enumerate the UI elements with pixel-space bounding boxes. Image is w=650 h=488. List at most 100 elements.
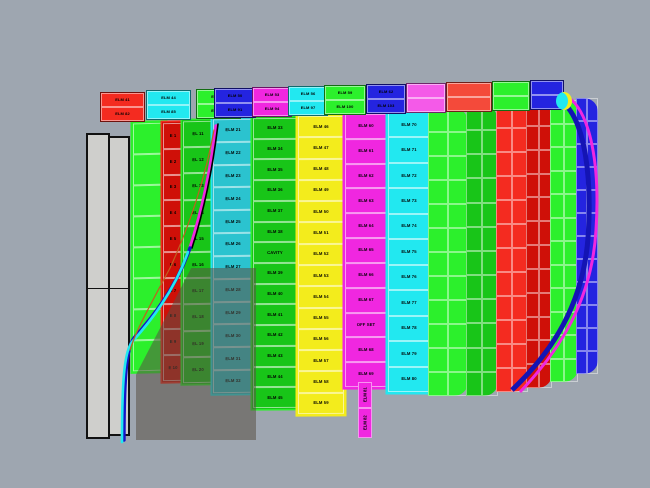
mesh-cell[interactable]: EL 15 bbox=[183, 225, 213, 253]
mesh-cell[interactable] bbox=[133, 153, 165, 186]
mesh-cell[interactable]: E 1 bbox=[163, 122, 183, 149]
mesh-cell[interactable]: E 3 bbox=[163, 174, 183, 201]
tab-02[interactable]: ELM 44 ELM 85 bbox=[146, 90, 191, 120]
panel-blue-a[interactable] bbox=[576, 98, 598, 374]
mesh-cell[interactable]: E 2 bbox=[163, 148, 183, 175]
mesh-cell[interactable]: ELM 35 bbox=[253, 159, 297, 181]
mesh-cell[interactable]: EL 12 bbox=[183, 146, 213, 174]
mesh-cell[interactable]: ELM 52 bbox=[298, 243, 344, 266]
mesh-cell[interactable]: ELM 37 bbox=[253, 200, 297, 222]
tab-label[interactable]: ELM 44 bbox=[147, 91, 190, 105]
mesh-cell[interactable]: E 5 bbox=[163, 226, 183, 253]
mesh-cell[interactable]: OFF SET bbox=[345, 312, 387, 338]
mesh-cell[interactable]: EL 13 bbox=[183, 173, 213, 200]
tab-label[interactable]: ELM 97 bbox=[289, 101, 327, 115]
mesh-cell[interactable]: ELM 63 bbox=[345, 188, 387, 214]
mesh-cell[interactable]: ELM 71 bbox=[388, 137, 430, 163]
mesh-cell[interactable]: ELM 49 bbox=[298, 179, 344, 202]
mesh-cell[interactable]: ELM 61 bbox=[345, 138, 387, 164]
mesh-cell[interactable] bbox=[133, 122, 165, 155]
mesh-cell[interactable]: ELM 51 bbox=[298, 222, 344, 244]
mesh-cell[interactable]: ELM 74 bbox=[388, 213, 430, 240]
mesh-cell[interactable]: ELM 67 bbox=[345, 287, 387, 313]
mesh-cell[interactable] bbox=[133, 246, 165, 279]
mesh-cell[interactable]: ELM 47 bbox=[298, 137, 344, 159]
tab-04[interactable]: ELM 50 ELM 91 bbox=[214, 88, 256, 118]
mesh-cell[interactable]: ELM 39 bbox=[253, 262, 297, 284]
mesh-cell[interactable]: ELM 62 bbox=[345, 163, 387, 189]
tab-label[interactable]: ELM 91 bbox=[215, 103, 255, 117]
mesh-cell[interactable]: CAVITY bbox=[253, 242, 297, 264]
mesh-cell[interactable]: ELM 43 bbox=[253, 345, 297, 367]
tab-label[interactable]: ELM 100 bbox=[325, 100, 365, 114]
mesh-cell[interactable]: ELM 38 bbox=[253, 221, 297, 243]
mesh-cell[interactable]: EL 14 bbox=[183, 199, 213, 227]
mesh-cell[interactable]: ELM 21 bbox=[213, 118, 253, 143]
mesh-cell[interactable]: EL 11 bbox=[183, 120, 213, 148]
mesh-cell[interactable] bbox=[133, 215, 165, 248]
mesh-cell[interactable]: ELM 76 bbox=[388, 264, 430, 291]
mesh-cell[interactable]: E 6 bbox=[163, 251, 183, 278]
mesh-cell[interactable]: ELM 34 bbox=[253, 138, 297, 160]
mesh-cell[interactable]: ELM 40 bbox=[253, 283, 297, 305]
mesh-cell[interactable]: ELM 23 bbox=[213, 164, 253, 188]
mesh-cell[interactable]: ELM 64 bbox=[345, 213, 387, 239]
mesh-cell[interactable]: ELM 24 bbox=[213, 187, 253, 211]
tab-01[interactable]: ELM 41 ELM 82 bbox=[100, 92, 145, 122]
tab-label[interactable] bbox=[407, 84, 445, 98]
tab-08[interactable]: ELM 62 ELM 103 bbox=[366, 84, 406, 114]
mesh-cell[interactable]: ELM 72 bbox=[388, 162, 430, 189]
mesh-cell[interactable]: ELM 78 bbox=[388, 315, 430, 342]
tab-09[interactable] bbox=[406, 83, 446, 113]
tab-label[interactable] bbox=[447, 83, 491, 97]
mesh-cell[interactable]: ELM 79 bbox=[388, 341, 430, 367]
mesh-cell[interactable]: ELM 45 bbox=[253, 387, 297, 409]
band-yellow-1[interactable]: ELM 46 ELM 47 ELM 48 ELM 49 ELM 50 ELM 51 ELM … bbox=[297, 114, 345, 416]
mesh-cell[interactable]: ELM 36 bbox=[253, 180, 297, 202]
mesh-cell[interactable]: ELM 68 bbox=[345, 337, 387, 363]
panel-red-b[interactable] bbox=[526, 102, 552, 388]
tab-10[interactable] bbox=[446, 82, 492, 112]
mesh-cell[interactable]: ELM 73 bbox=[388, 188, 430, 214]
mesh-cell[interactable]: ELM 80 bbox=[388, 366, 430, 393]
tab-label[interactable] bbox=[493, 96, 529, 110]
panel-green-b[interactable] bbox=[466, 106, 498, 396]
tab-label[interactable]: ELM 41 bbox=[101, 93, 144, 107]
mesh-cell[interactable]: ELM 46 bbox=[298, 115, 344, 138]
mesh-cell[interactable]: ELM 77 bbox=[388, 290, 430, 316]
mesh-cell[interactable]: ELM 53 bbox=[298, 264, 344, 287]
tab-label[interactable]: ELM 56 bbox=[289, 87, 327, 101]
mesh-cell[interactable] bbox=[133, 184, 165, 217]
mesh-cell[interactable]: ELM 65 bbox=[345, 237, 387, 263]
mesh-cell[interactable]: E 4 bbox=[163, 200, 183, 227]
mesh-cell[interactable]: ELM 42 bbox=[253, 325, 297, 347]
mesh-cell[interactable]: ELM 26 bbox=[213, 232, 253, 257]
mesh-cell[interactable]: ELM 41 bbox=[253, 304, 297, 326]
tab-label[interactable]: ELM 62 bbox=[367, 85, 405, 99]
tab-06[interactable]: ELM 56 ELM 97 bbox=[288, 86, 328, 116]
mesh-cell[interactable]: ELM 50 bbox=[298, 201, 344, 223]
mesh-cell[interactable]: ELM 22 bbox=[213, 141, 253, 165]
mesh-cell[interactable]: ELM 55 bbox=[298, 307, 344, 329]
mesh-cell[interactable]: ELM 25 bbox=[213, 210, 253, 234]
panel-green-a[interactable] bbox=[428, 108, 468, 396]
tab-label[interactable]: ELM 59 bbox=[325, 86, 365, 100]
mesh-cell[interactable]: ELM 56 bbox=[298, 328, 344, 351]
mesh-cell[interactable]: ELM 66 bbox=[345, 262, 387, 288]
tab-label[interactable] bbox=[407, 98, 445, 112]
tab-label[interactable]: ELM 94 bbox=[253, 102, 291, 116]
mesh-cell[interactable]: ELM 75 bbox=[388, 239, 430, 265]
mesh-cell[interactable]: ELM 33 bbox=[253, 117, 297, 139]
mesh-cell[interactable]: ELM 57 bbox=[298, 349, 344, 372]
tab-11[interactable] bbox=[492, 81, 530, 111]
band-magenta-1[interactable]: ELM 60 ELM 61 ELM 62 ELM 63 ELM 64 ELM 65 ELM … bbox=[344, 112, 388, 389]
tab-05[interactable]: ELM 53 ELM 94 bbox=[252, 87, 292, 117]
panel-red-a[interactable] bbox=[496, 104, 528, 392]
tab-label[interactable]: ELM 103 bbox=[367, 99, 405, 113]
tab-label[interactable] bbox=[493, 82, 529, 96]
mesh-cell[interactable]: ELM 58 bbox=[298, 371, 344, 393]
mesh-cell[interactable]: ELM 70 bbox=[388, 111, 430, 138]
panel-green-c[interactable] bbox=[550, 100, 578, 382]
mesh-cell[interactable]: ELM 54 bbox=[298, 286, 344, 308]
